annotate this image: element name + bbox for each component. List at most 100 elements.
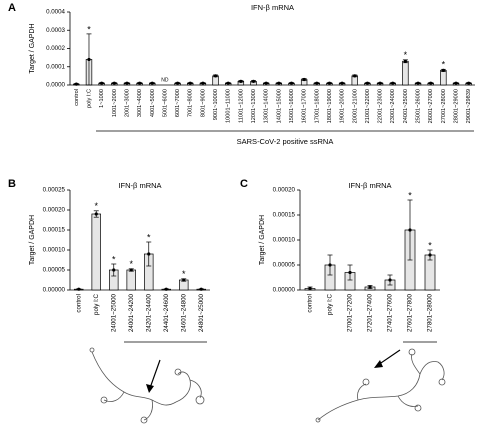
x-tick-label: 20001~21000 <box>352 89 358 123</box>
data-point <box>441 68 445 72</box>
annotation: * <box>94 201 98 211</box>
data-point <box>199 287 203 291</box>
annotation: * <box>428 240 432 250</box>
x-axis-label: SARS-CoV-2 positive ssRNA <box>237 137 334 146</box>
y-tick-label: 0.00010 <box>273 237 296 244</box>
x-tick-label: 15001~16000 <box>289 89 295 123</box>
bar <box>91 213 101 291</box>
x-tick-label: 27001~27200 <box>347 293 354 332</box>
data-point <box>226 81 230 85</box>
data-point <box>112 81 116 85</box>
chart-title: IFN-β mRNA <box>118 181 161 190</box>
x-tick-label: 27601~27800 <box>407 293 414 332</box>
data-point <box>467 81 471 85</box>
x-tick-label: 1001~2000 <box>112 89 118 117</box>
x-tick-label: control <box>307 294 314 313</box>
y-tick-label: 0.00020 <box>273 187 296 194</box>
y-tick-label: 0.00005 <box>273 262 296 269</box>
chart-title: IFN-β mRNA <box>348 181 391 190</box>
y-tick-label: 0.00020 <box>43 207 66 214</box>
data-point <box>378 81 382 85</box>
x-tick-label: 27201~27400 <box>367 293 374 332</box>
annotation: * <box>182 269 186 279</box>
x-tick-label: 27801~28000 <box>427 293 434 332</box>
data-point <box>353 74 357 78</box>
bar <box>402 60 409 86</box>
y-tick-label: 0.00025 <box>43 187 66 194</box>
y-tick-label: 0.00005 <box>43 267 66 274</box>
data-point <box>340 81 344 85</box>
rna-structure <box>315 348 446 423</box>
x-tick-label: 18001~19000 <box>327 89 333 123</box>
y-tick-label: 0.00010 <box>43 247 66 254</box>
x-tick-label: 8001~9000 <box>200 89 206 117</box>
x-tick-label: 13001~14000 <box>264 89 270 123</box>
y-tick-label: 0.00015 <box>43 227 66 234</box>
data-point <box>164 287 168 291</box>
x-tick-label: poly I:C <box>327 293 334 315</box>
data-point <box>100 81 104 85</box>
x-tick-label: 11001~12000 <box>238 89 244 123</box>
data-point <box>365 81 370 85</box>
panel-label: B <box>8 178 16 190</box>
x-tick-label: 24201~24400 <box>145 293 152 332</box>
data-point <box>138 81 142 85</box>
x-tick-label: 27401~27600 <box>387 293 394 332</box>
data-point <box>327 81 332 85</box>
x-tick-label: 24801~25000 <box>198 293 205 332</box>
x-tick-label: control <box>75 294 82 313</box>
y-tick-label: 0.0001 <box>46 63 65 70</box>
data-point <box>368 285 372 289</box>
y-axis-label: Target / GAPDH <box>29 215 36 265</box>
x-tick-label: poly I:C <box>86 89 92 108</box>
x-tick-label: 24601~24800 <box>180 293 187 332</box>
y-axis-label: Target / GAPDH <box>259 215 266 265</box>
y-tick-label: 0.0000 <box>46 82 65 89</box>
data-point <box>315 81 319 85</box>
y-tick-label: 0.0002 <box>46 45 65 52</box>
data-point <box>175 81 180 85</box>
x-tick-label: control <box>74 89 80 106</box>
x-tick-label: 5001~6000 <box>162 89 168 117</box>
x-tick-label: 19001~20000 <box>340 89 346 123</box>
annotation: * <box>147 232 151 242</box>
x-tick-label: 23001~24000 <box>390 89 396 123</box>
panel-label: A <box>8 2 16 14</box>
data-point <box>74 82 78 86</box>
data-point <box>308 286 312 291</box>
data-point <box>251 79 256 83</box>
data-point <box>94 212 98 216</box>
x-tick-label: 10001~11000 <box>226 89 232 123</box>
annotation: * <box>112 254 116 264</box>
data-point <box>408 228 412 232</box>
chart-title: IFN-β mRNA <box>251 3 294 12</box>
x-tick-label: 22001~23000 <box>378 89 384 123</box>
x-tick-label: 1~1000 <box>99 89 105 108</box>
data-point <box>403 59 407 63</box>
y-tick-label: 0.00015 <box>273 212 296 219</box>
x-tick-label: 24001~25000 <box>403 89 409 123</box>
x-tick-label: 12001~13000 <box>251 89 257 123</box>
x-tick-label: 26001~27000 <box>428 89 434 123</box>
x-tick-label: 24401~24600 <box>163 293 170 332</box>
data-point <box>302 77 306 82</box>
data-point <box>454 81 458 85</box>
data-point <box>289 81 294 85</box>
data-point <box>125 81 129 85</box>
data-point <box>388 278 392 282</box>
data-point <box>277 81 281 85</box>
annotation: * <box>442 60 446 70</box>
y-tick-label: 0.00000 <box>273 287 296 294</box>
x-tick-label: 25001~26000 <box>416 89 422 123</box>
x-tick-label: 17001~18000 <box>314 89 320 123</box>
x-tick-label: 14001~15000 <box>276 89 282 123</box>
x-tick-label: 4001~5000 <box>150 89 156 117</box>
y-axis-label: Target / GAPDH <box>29 23 36 73</box>
y-tick-label: 0.00000 <box>43 287 66 294</box>
annotation: * <box>408 190 412 200</box>
data-point <box>239 79 243 83</box>
data-point <box>428 253 432 257</box>
data-point <box>182 278 186 282</box>
x-tick-label: 29001~29839 <box>466 89 472 123</box>
bar <box>126 269 136 291</box>
